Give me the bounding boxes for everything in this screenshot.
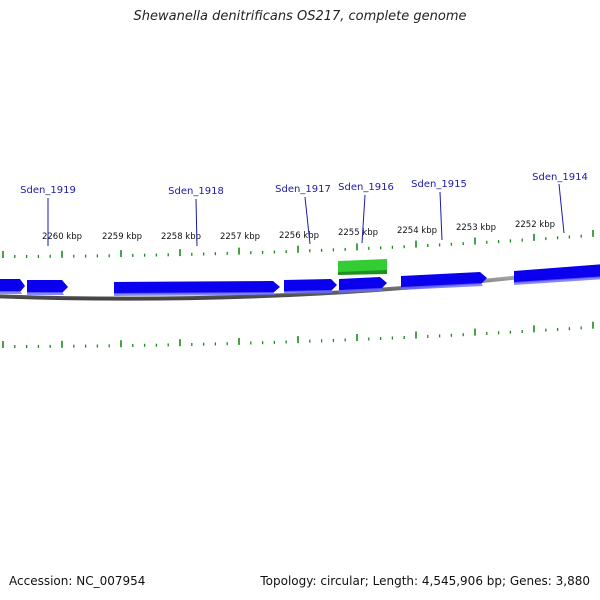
gene-leader-line: [304, 196, 311, 245]
gene-label[interactable]: Sden_1917: [275, 184, 331, 195]
gene-leader-line: [439, 191, 443, 241]
gene-highlight-box-shadow: [338, 270, 387, 275]
position-label: 2256 kbp: [279, 231, 319, 241]
gene-leader-line: [558, 183, 565, 234]
page-title: Shewanella denitrificans OS217, complete…: [133, 9, 467, 24]
position-label-group: 2260 kbp 2259 kbp 2258 kbp 2257 kbp 2256…: [42, 220, 555, 242]
position-label: 2257 kbp: [220, 232, 260, 242]
accession-number: Accession: NC_007954: [9, 574, 146, 588]
position-label: 2255 kbp: [338, 228, 378, 238]
gene-label[interactable]: Sden_1918: [168, 186, 224, 197]
gene-arrow[interactable]: [339, 277, 387, 291]
gene-leader-line: [361, 194, 366, 244]
position-label: 2259 kbp: [102, 232, 142, 242]
position-label: 2252 kbp: [515, 220, 555, 230]
genome-summary: Topology: circular; Length: 4,545,906 bp…: [260, 574, 590, 588]
position-label: 2253 kbp: [456, 223, 496, 233]
gene-arrow[interactable]: [27, 280, 68, 293]
gene-leader-line: [195, 198, 198, 247]
gene-arrow[interactable]: [284, 279, 337, 292]
gene-arrow-shadow: [339, 288, 383, 293]
inner-tick-track: [2, 321, 594, 348]
gene-track: [0, 259, 600, 296]
position-label: 2254 kbp: [397, 226, 437, 236]
gene-arrow-shadow: [514, 276, 600, 285]
gene-highlight-box[interactable]: [338, 259, 387, 274]
outer-tick-track: [2, 229, 594, 258]
gene-arrow-shadow: [401, 283, 483, 290]
gene-arrow-shadow: [114, 292, 275, 296]
gene-arrow[interactable]: [114, 281, 280, 294]
gene-arrow-shadow: [27, 292, 64, 295]
position-label: 2258 kbp: [161, 232, 201, 242]
gene-arrow-shadow: [284, 290, 333, 294]
gene-arrow[interactable]: [0, 279, 25, 292]
gene-label[interactable]: Sden_1916: [338, 182, 394, 193]
gene-leader-lines: [47, 183, 565, 247]
gene-arrow-shadow: [0, 291, 22, 294]
gene-label[interactable]: Sden_1919: [20, 185, 76, 196]
gene-label-group: Sden_1919 Sden_1918 Sden_1917 Sden_1916 …: [20, 172, 588, 197]
gene-label[interactable]: Sden_1915: [411, 179, 467, 190]
position-label: 2260 kbp: [42, 232, 82, 242]
gene-label[interactable]: Sden_1914: [532, 172, 588, 183]
